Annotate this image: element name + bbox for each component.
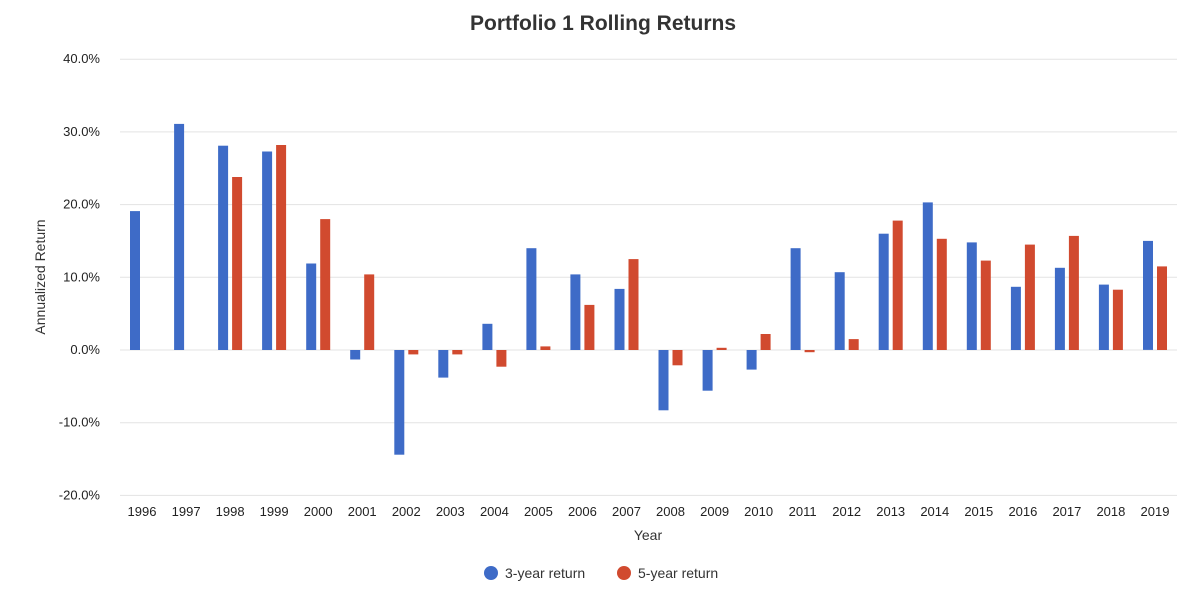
x-tick-label: 2006 [568, 504, 597, 519]
bar-5yr-2018 [1112, 289, 1123, 350]
bar-5yr-2007 [628, 259, 639, 350]
bar-5yr-2004 [496, 350, 507, 367]
bar-5yr-2014 [936, 238, 947, 350]
x-tick-label: 2013 [876, 504, 905, 519]
legend-swatch-3yr [484, 566, 498, 580]
x-tick-label: 2000 [304, 504, 333, 519]
x-tick-label: 2014 [920, 504, 949, 519]
bar-3yr-2004 [482, 323, 493, 350]
legend-swatch-5yr [617, 566, 631, 580]
x-tick-label: 2010 [744, 504, 773, 519]
bar-3yr-2015 [966, 242, 977, 350]
bar-3yr-2002 [394, 350, 405, 455]
bar-5yr-1999 [276, 145, 287, 350]
x-tick-label: 1997 [172, 504, 201, 519]
bar-5yr-2013 [892, 220, 903, 350]
x-tick-label: 2016 [1008, 504, 1037, 519]
bar-3yr-2009 [702, 350, 713, 391]
chart-title: Portfolio 1 Rolling Returns [470, 12, 736, 35]
bar-5yr-2001 [364, 274, 375, 350]
bar-3yr-2007 [614, 288, 625, 350]
legend-label-5yr: 5-year return [638, 565, 718, 581]
bar-5yr-2012 [848, 339, 859, 350]
bar-3yr-1996 [130, 211, 140, 350]
x-tick-label: 2015 [964, 504, 993, 519]
bar-5yr-2017 [1068, 235, 1079, 350]
bar-3yr-1997 [174, 123, 185, 351]
gridlines [120, 58, 1177, 496]
y-tick-label: 0.0% [70, 342, 100, 357]
bar-3yr-2013 [878, 233, 889, 350]
legend-label-3yr: 3-year return [505, 565, 585, 581]
x-tick-label: 2019 [1141, 504, 1170, 519]
bar-3yr-2008 [658, 350, 669, 411]
y-tick-label: 40.0% [63, 51, 100, 66]
bar-5yr-2008 [672, 350, 683, 366]
x-tick-label: 2005 [524, 504, 553, 519]
x-tick-label: 1996 [128, 504, 157, 519]
x-tick-label: 2002 [392, 504, 421, 519]
x-tick-label: 2003 [436, 504, 465, 519]
bar-3yr-2001 [350, 350, 361, 360]
y-tick-label: -10.0% [59, 415, 101, 430]
legend: 3-year return 5-year return [484, 565, 718, 581]
bar-3yr-2006 [570, 274, 581, 350]
bar-3yr-1999 [262, 151, 273, 350]
bar-3yr-1998 [218, 145, 229, 350]
bar-3yr-2018 [1098, 284, 1109, 350]
bar-5yr-2019 [1157, 266, 1167, 350]
y-tick-label: 20.0% [63, 197, 100, 212]
x-tick-label: 2008 [656, 504, 685, 519]
x-tick-label: 2018 [1096, 504, 1125, 519]
bar-3yr-2014 [922, 202, 933, 350]
bar-3yr-2010 [746, 350, 757, 370]
x-tick-label: 2001 [348, 504, 377, 519]
x-tick-labels: 1996 1997 1998 1999 2000 2001 2002 2003 2004 2005… [128, 504, 1170, 519]
bars [130, 123, 1167, 455]
bar-3yr-2011 [790, 248, 801, 350]
x-tick-label: 2009 [700, 504, 729, 519]
bar-3yr-2019 [1143, 240, 1153, 350]
bar-5yr-2006 [584, 304, 595, 350]
x-tick-label: 2012 [832, 504, 861, 519]
x-tick-label: 1999 [260, 504, 289, 519]
x-axis-label: Year [634, 527, 663, 543]
bar-5yr-2003 [452, 350, 463, 355]
y-axis-label: Annualized Return [32, 219, 48, 334]
bar-3yr-2012 [834, 272, 845, 350]
x-tick-label: 2007 [612, 504, 641, 519]
bar-3yr-2005 [526, 248, 537, 350]
bar-5yr-2011 [804, 350, 815, 353]
x-tick-label: 2011 [789, 504, 817, 519]
bar-3yr-2000 [306, 263, 317, 350]
bar-5yr-2005 [540, 346, 551, 350]
bar-5yr-2000 [320, 219, 331, 350]
y-tick-label: 10.0% [63, 269, 100, 284]
x-tick-label: 1998 [216, 504, 245, 519]
x-tick-label: 2004 [480, 504, 509, 519]
y-tick-label: 30.0% [63, 124, 100, 139]
bar-3yr-2017 [1054, 267, 1065, 350]
x-tick-label: 2017 [1052, 504, 1081, 519]
bar-5yr-2010 [760, 334, 771, 350]
bar-5yr-2009 [716, 347, 727, 350]
bar-3yr-2003 [438, 350, 449, 378]
bar-5yr-2002 [408, 350, 419, 355]
bar-5yr-2015 [980, 260, 991, 350]
bar-3yr-2016 [1010, 286, 1021, 350]
y-tick-label: -20.0% [59, 487, 101, 502]
bar-5yr-1998 [232, 177, 243, 350]
y-tick-labels: 40.0% 30.0% 20.0% 10.0% 0.0% -10.0% -20.0% [59, 51, 101, 502]
bar-5yr-2016 [1024, 244, 1035, 350]
